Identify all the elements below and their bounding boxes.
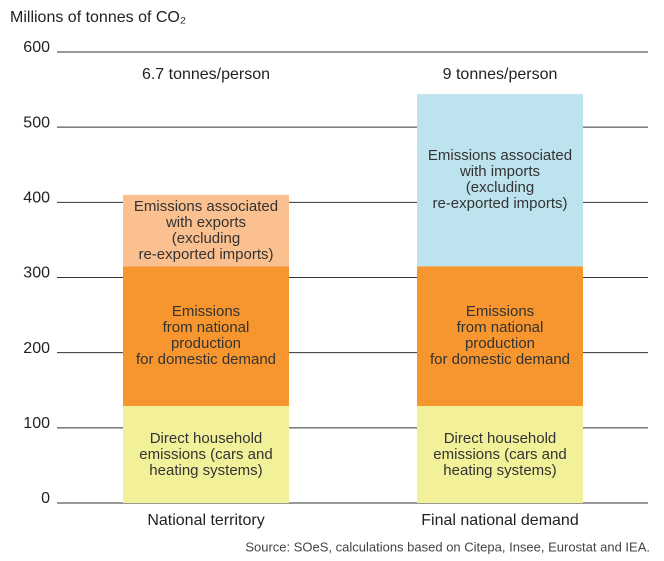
y-tick-label: 300 [23,265,50,282]
segment-label: Emissions from national production for d… [429,303,571,369]
x-tick-label: Final national demand [421,512,578,529]
segment-label-box: Emissions from national production for d… [135,303,277,369]
chart-title: Millions of tonnes of CO₂ [10,9,186,26]
segment-label: Emissions associated with imports (exclu… [427,147,573,213]
y-tick-label: 200 [23,340,50,357]
segment-label-box: Emissions associated with exports (exclu… [133,197,279,263]
segment-label-box: Emissions associated with imports (exclu… [427,147,573,213]
annotation: 6.7 tonnes/person [142,66,270,83]
segment-label: Emissions from national production for d… [135,303,277,369]
segment-label-box: Emissions from national production for d… [429,303,571,369]
annotation: 9 tonnes/person [443,66,558,83]
y-tick-label: 500 [23,114,50,131]
y-tick-label: 100 [23,415,50,432]
segment-label-box: Direct household emissions (cars and hea… [139,429,273,479]
segment-label: Direct household emissions (cars and hea… [139,429,273,479]
y-tick-label: 400 [23,190,50,207]
bar-segment [123,266,289,407]
bar-segment [417,94,583,267]
segment-label: Emissions associated with exports (exclu… [133,197,279,263]
y-tick-label: 0 [41,490,50,507]
x-tick-label: National territory [147,512,264,529]
bar-segment [123,194,289,267]
bar-segment [123,406,289,503]
source: Source: SOeS, calculations based on Cite… [245,539,650,554]
bar-segment [417,406,583,503]
segment-label-box: Direct household emissions (cars and hea… [433,429,567,479]
y-tick-label: 600 [23,39,50,56]
bar-segment [417,266,583,407]
segment-label: Direct household emissions (cars and hea… [433,429,567,479]
